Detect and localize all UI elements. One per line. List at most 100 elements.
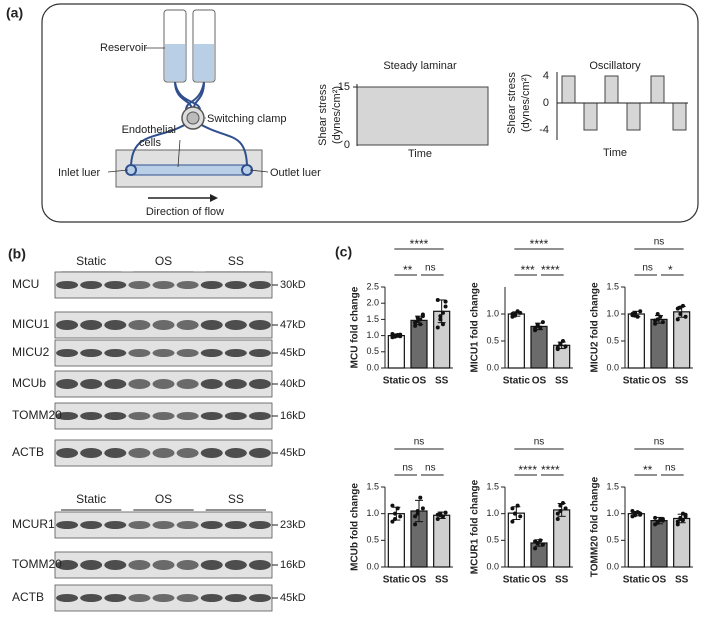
- bar: [387, 335, 405, 369]
- y-tick-label: 1.0: [606, 508, 619, 518]
- x-tick-label: OS: [532, 575, 547, 586]
- blot-band: [128, 594, 151, 602]
- data-point: [438, 513, 443, 518]
- blot-band: [248, 560, 271, 570]
- significance-label: ***: [521, 263, 535, 277]
- blot-band: [176, 448, 199, 458]
- blot-band: [104, 349, 127, 357]
- significance-label: ns: [642, 263, 653, 274]
- y-tick-label: 0.0: [486, 561, 499, 571]
- lane-group: OS: [155, 492, 172, 506]
- panel-label: (a): [6, 5, 23, 21]
- blot-band: [104, 281, 127, 289]
- y-tick-label: 1.0: [366, 508, 379, 518]
- blot-band: [80, 412, 103, 420]
- size-label: 40kD: [280, 378, 306, 390]
- data-point: [653, 515, 658, 520]
- y-tick-label: 1.0: [366, 330, 379, 340]
- blot-band: [128, 379, 151, 389]
- blot-band: [128, 281, 151, 289]
- size-label: 45kD: [280, 347, 306, 359]
- significance-label: ****: [530, 237, 549, 251]
- blot-band: [80, 320, 103, 330]
- data-point: [558, 509, 563, 513]
- significance-label: ns: [534, 437, 545, 448]
- bar: [627, 313, 645, 369]
- blot-band: [176, 379, 199, 389]
- y-axis-label: MCUR1 fold change: [470, 479, 481, 574]
- blot-band: [248, 521, 271, 529]
- blot-band: [80, 594, 103, 602]
- protein-label: TOMM20: [12, 408, 62, 422]
- blot-band: [56, 448, 79, 458]
- data-point: [675, 317, 680, 322]
- blot-band: [200, 320, 223, 330]
- blot-band: [128, 448, 151, 458]
- significance-label: ns: [425, 263, 436, 274]
- blot-band: [248, 448, 271, 458]
- blot-band: [176, 521, 199, 529]
- size-label: 45kD: [280, 447, 306, 459]
- data-point: [658, 314, 663, 319]
- data-point: [438, 314, 443, 319]
- data-point: [510, 519, 515, 524]
- lane-group: OS: [155, 254, 172, 268]
- lane-group: Static: [76, 254, 106, 268]
- data-point: [435, 325, 440, 330]
- data-point: [660, 320, 665, 325]
- blot-band: [128, 320, 151, 330]
- significance-label: ns: [665, 463, 676, 474]
- protein-label: TOMM20: [12, 557, 62, 571]
- data-point: [510, 314, 515, 319]
- data-point: [535, 541, 540, 546]
- blot-band: [200, 379, 223, 389]
- bar: [650, 318, 668, 369]
- y-tick-label: 1.0: [486, 508, 499, 518]
- y-tick-label: 1.0: [486, 308, 499, 318]
- blot-band: [152, 281, 175, 289]
- blot-band: [176, 560, 199, 570]
- plot-title: Oscillatory: [589, 60, 641, 72]
- blot-band: [104, 448, 127, 458]
- bar: [433, 514, 451, 568]
- blot-band: [200, 349, 223, 357]
- data-point: [418, 495, 423, 500]
- y-tick-label: 0.5: [366, 346, 379, 356]
- y-axis-label: MICU1 fold change: [470, 282, 481, 372]
- device-label: Outlet luer: [270, 167, 321, 179]
- y-axis-label: TOMM20 fold change: [590, 476, 601, 577]
- y-tick-label: 0.5: [486, 335, 499, 345]
- data-point: [633, 513, 638, 518]
- blot-band: [152, 594, 175, 602]
- blot-band: [80, 560, 103, 570]
- x-tick-label: SS: [555, 376, 569, 387]
- size-label: 45kD: [280, 592, 306, 604]
- bar: [410, 319, 428, 369]
- blot-band: [56, 320, 79, 330]
- y-tick-label: 1.5: [606, 281, 619, 291]
- blot-band: [224, 560, 247, 570]
- protein-label: ACTB: [12, 445, 44, 459]
- data-point: [395, 506, 400, 511]
- data-point: [393, 517, 398, 521]
- data-point: [555, 517, 560, 521]
- blot-band: [152, 320, 175, 330]
- size-label: 23kD: [280, 519, 306, 531]
- blot-band: [224, 281, 247, 289]
- device: [107, 9, 269, 202]
- blot-band: [248, 281, 271, 289]
- blot-band: [152, 412, 175, 420]
- significance-label: *: [668, 263, 673, 277]
- data-point: [393, 511, 398, 516]
- data-point: [510, 506, 515, 511]
- data-point: [398, 332, 403, 337]
- y-axis-label: MCUb fold change: [350, 483, 361, 571]
- blot-band: [224, 521, 247, 529]
- blot-band: [176, 349, 199, 357]
- protein-label: MICU1: [12, 317, 50, 331]
- data-point: [438, 317, 443, 322]
- data-point: [683, 512, 688, 517]
- y-tick-label: 2.5: [366, 281, 379, 291]
- y-tick-label: 0.5: [606, 335, 619, 345]
